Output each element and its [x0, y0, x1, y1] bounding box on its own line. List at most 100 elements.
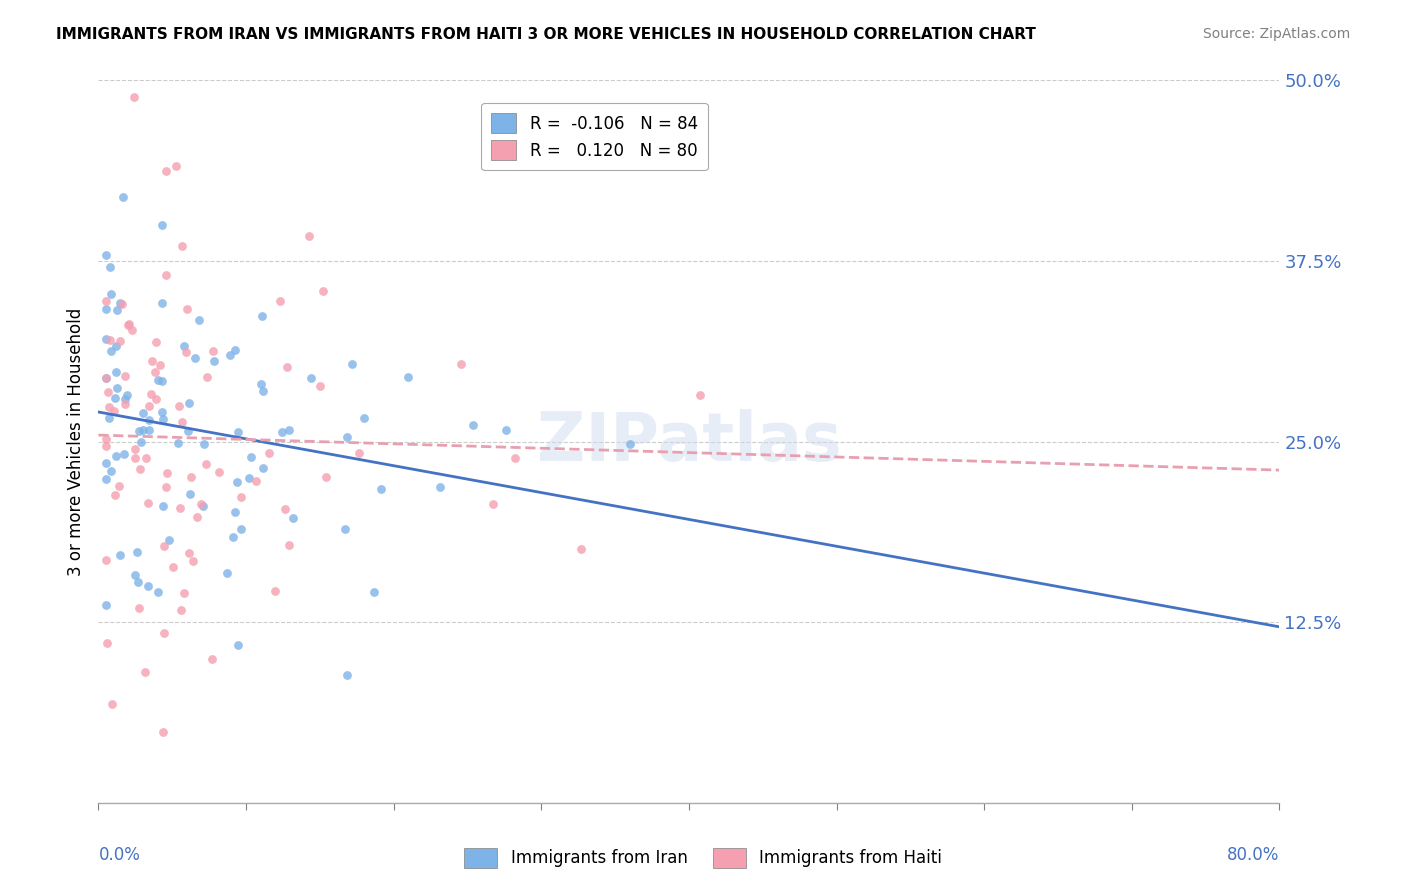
Point — [250, 309, 273, 323]
Point — [193, 437, 215, 451]
Point — [108, 549, 131, 563]
Point — [94, 370, 117, 384]
Point — [155, 164, 177, 178]
Text: Source: ZipAtlas.com: Source: ZipAtlas.com — [1202, 27, 1350, 41]
Point — [100, 333, 122, 347]
Text: ZIPatlas: ZIPatlas — [537, 409, 841, 475]
Point — [429, 480, 451, 494]
Point — [569, 542, 592, 557]
Legend: R =  -0.106   N = 84, R =   0.120   N = 80: R = -0.106 N = 84, R = 0.120 N = 80 — [481, 103, 707, 170]
Point — [201, 652, 224, 666]
Point — [191, 499, 214, 513]
Point — [226, 425, 249, 439]
Point — [336, 668, 359, 682]
Point — [108, 479, 131, 493]
Point — [136, 496, 159, 510]
Point — [97, 384, 120, 399]
Point — [298, 228, 321, 243]
Point — [370, 483, 392, 497]
Point — [184, 351, 207, 366]
Point — [336, 430, 359, 444]
Point — [94, 457, 117, 471]
Point — [250, 376, 273, 391]
Point — [94, 371, 117, 385]
Point — [105, 381, 128, 395]
Point — [169, 500, 191, 515]
Point — [274, 502, 297, 516]
Point — [128, 424, 150, 438]
Text: 80.0%: 80.0% — [1227, 847, 1279, 864]
Point — [105, 302, 128, 317]
Point — [252, 460, 274, 475]
Point — [299, 370, 322, 384]
Point — [353, 411, 375, 425]
Point — [114, 392, 136, 406]
Point — [152, 412, 174, 426]
Point — [96, 635, 118, 649]
Point — [188, 313, 211, 327]
Point — [482, 497, 505, 511]
Point — [167, 400, 190, 414]
Point — [105, 339, 128, 353]
Point — [94, 248, 117, 262]
Point — [143, 365, 166, 379]
Point — [224, 343, 246, 358]
Point — [104, 391, 127, 405]
Point — [461, 418, 484, 433]
Point — [97, 400, 120, 414]
Point — [238, 471, 260, 485]
Point — [259, 446, 281, 460]
Text: IMMIGRANTS FROM IRAN VS IMMIGRANTS FROM HAITI 3 OR MORE VEHICLES IN HOUSEHOLD CO: IMMIGRANTS FROM IRAN VS IMMIGRANTS FROM … — [56, 27, 1036, 42]
Point — [148, 373, 170, 387]
Point — [245, 474, 267, 488]
Point — [128, 575, 150, 590]
Point — [122, 89, 145, 103]
Point — [167, 435, 190, 450]
Point — [335, 522, 357, 536]
Point — [127, 545, 149, 559]
Point — [149, 359, 172, 373]
Point — [104, 365, 127, 379]
Point — [162, 559, 184, 574]
Point — [194, 458, 217, 472]
Point — [202, 354, 225, 368]
Point — [114, 368, 136, 383]
Point — [202, 344, 225, 359]
Point — [96, 294, 118, 309]
Point — [165, 159, 187, 173]
Point — [281, 511, 304, 525]
Point — [180, 470, 202, 484]
Point — [174, 345, 197, 359]
Point — [217, 566, 239, 580]
Point — [153, 625, 176, 640]
Point — [138, 579, 160, 593]
Point — [100, 344, 122, 359]
Point — [146, 585, 169, 599]
Point — [312, 285, 335, 299]
Point — [689, 388, 711, 402]
Point — [278, 424, 301, 438]
Point — [134, 665, 156, 680]
Point — [177, 396, 200, 410]
Point — [271, 425, 294, 439]
Point — [252, 384, 274, 398]
Point — [138, 399, 160, 413]
Point — [111, 296, 134, 310]
Point — [153, 539, 176, 553]
Point — [170, 415, 193, 429]
Point — [221, 530, 243, 544]
Point — [226, 475, 249, 489]
Point — [276, 359, 298, 374]
Point — [124, 568, 146, 582]
Point — [124, 442, 146, 456]
Point — [150, 218, 173, 232]
Point — [128, 601, 150, 615]
Point — [132, 406, 155, 420]
Point — [124, 450, 146, 465]
Point — [103, 404, 125, 418]
Point — [229, 490, 252, 504]
Point — [115, 388, 138, 402]
Point — [156, 466, 179, 480]
Point — [308, 379, 330, 393]
Point — [152, 725, 174, 739]
